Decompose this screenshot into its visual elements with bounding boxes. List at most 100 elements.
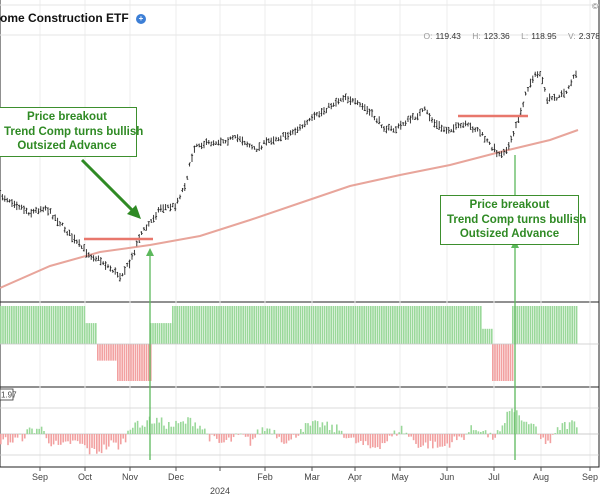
- oscillator-bar: [391, 434, 393, 437]
- x-tick-label: Jun: [440, 472, 455, 482]
- trend-composite-bar: [240, 306, 242, 344]
- oscillator-bar: [345, 434, 348, 439]
- oscillator-bar: [132, 427, 134, 434]
- oscillator-bar: [424, 434, 427, 443]
- oscillator-bar: [352, 434, 355, 438]
- trend-composite-bar: [33, 306, 35, 344]
- trend-composite-bar: [119, 344, 121, 381]
- trend-composite-bar: [130, 344, 132, 381]
- oscillator-bar: [295, 434, 297, 438]
- oscillator-bar: [122, 434, 124, 439]
- oscillator-bar: [192, 426, 194, 434]
- trend-composite-bar: [255, 306, 258, 344]
- oscillator-bar: [439, 434, 441, 447]
- trend-composite-bar: [447, 306, 449, 344]
- trend-composite-bar: [176, 306, 178, 344]
- oscillator-bar: [4, 434, 7, 438]
- trend-composite-bar: [262, 306, 264, 344]
- trend-composite-bar: [136, 344, 139, 381]
- trend-composite-bar: [112, 344, 114, 361]
- trend-composite-bar: [103, 344, 106, 361]
- oscillator-bar: [256, 429, 259, 434]
- oscillator-bar: [444, 434, 446, 446]
- oscillator-bar: [484, 430, 487, 434]
- oscillator-bar: [559, 430, 561, 434]
- trend-composite-bar: [343, 306, 346, 344]
- trend-composite-bar: [449, 306, 451, 344]
- trend-composite-bar: [99, 344, 101, 361]
- trend-composite-bar: [205, 306, 207, 344]
- trend-composite-bar: [209, 306, 211, 344]
- oscillator-bar: [470, 425, 472, 434]
- oscillator-bar: [220, 434, 223, 443]
- oscillator-bar: [429, 434, 432, 441]
- oscillator-bar: [93, 434, 96, 449]
- trend-composite-bar: [562, 306, 565, 344]
- trend-composite-bar: [66, 306, 68, 344]
- oscillator-bar: [381, 434, 384, 444]
- trend-composite-bar: [224, 306, 227, 344]
- trend-composite-bar: [480, 306, 482, 344]
- oscillator-bar: [223, 434, 225, 443]
- oscillator-bar: [199, 425, 201, 434]
- oscillator-bar: [52, 434, 55, 445]
- oscillator-bar: [141, 425, 144, 434]
- oscillator-bar: [172, 426, 175, 434]
- oscillator-bar: [88, 434, 91, 455]
- oscillator-bar: [465, 433, 468, 435]
- oscillator-bar: [549, 434, 552, 444]
- trend-composite-bar: [451, 306, 453, 344]
- oscillator-bar: [441, 434, 444, 447]
- oscillator-bar: [230, 434, 232, 442]
- trend-composite-bar: [288, 306, 291, 344]
- trend-composite-bar: [438, 306, 440, 344]
- oscillator-bar: [156, 417, 158, 434]
- trend-composite-bar: [268, 306, 271, 344]
- oscillator-bar: [40, 426, 43, 434]
- trend-composite-bar: [440, 306, 442, 344]
- trend-composite-bar: [147, 344, 150, 381]
- oscillator-bar: [405, 432, 408, 434]
- trend-composite-bar: [273, 306, 275, 344]
- trend-composite-bar: [491, 328, 493, 344]
- trend-composite-bar: [183, 306, 185, 344]
- trend-composite-bar: [500, 344, 503, 381]
- trend-composite-bar: [341, 306, 343, 344]
- oscillator-bar: [242, 434, 244, 435]
- oscillator-bar: [117, 434, 120, 450]
- oscillator-bar: [374, 434, 376, 448]
- trend-composite-bar: [350, 306, 352, 344]
- trend-composite-bar: [59, 306, 61, 344]
- trend-composite-bar: [295, 306, 297, 344]
- trend-composite-bar: [284, 306, 286, 344]
- trend-composite-bar: [460, 306, 462, 344]
- oscillator-bar: [206, 433, 208, 435]
- trend-composite-bar: [123, 344, 126, 381]
- trend-composite-bar: [462, 306, 464, 344]
- trend-composite-bar: [194, 306, 196, 344]
- oscillator-bar: [127, 430, 129, 434]
- oscillator-bar: [451, 434, 453, 443]
- oscillator-bar: [266, 428, 268, 434]
- oscillator-bar: [225, 434, 228, 440]
- trend-composite-bar: [433, 306, 436, 344]
- oscillator-bar: [494, 434, 496, 438]
- trend-composite-bar: [383, 306, 385, 344]
- trend-composite-bar: [405, 306, 407, 344]
- oscillator-bar: [139, 427, 141, 434]
- trend-composite-bar: [227, 306, 229, 344]
- trend-composite-bar: [231, 306, 233, 344]
- annotation-right-line-1: Price breakout: [469, 199, 550, 211]
- oscillator-bar: [304, 423, 307, 434]
- trend-composite-bar: [469, 306, 471, 344]
- oscillator-bar: [506, 411, 508, 434]
- trend-composite-bar: [523, 306, 525, 344]
- trend-composite-bar: [363, 306, 365, 344]
- volume-key: V:: [568, 31, 576, 41]
- info-icon[interactable]: +: [136, 14, 147, 24]
- trend-composite-bar: [92, 323, 95, 344]
- trend-composite-bar: [317, 306, 319, 344]
- trend-composite-bar: [387, 306, 390, 344]
- trend-composite-bar: [233, 306, 236, 344]
- oscillator-bar: [211, 434, 213, 435]
